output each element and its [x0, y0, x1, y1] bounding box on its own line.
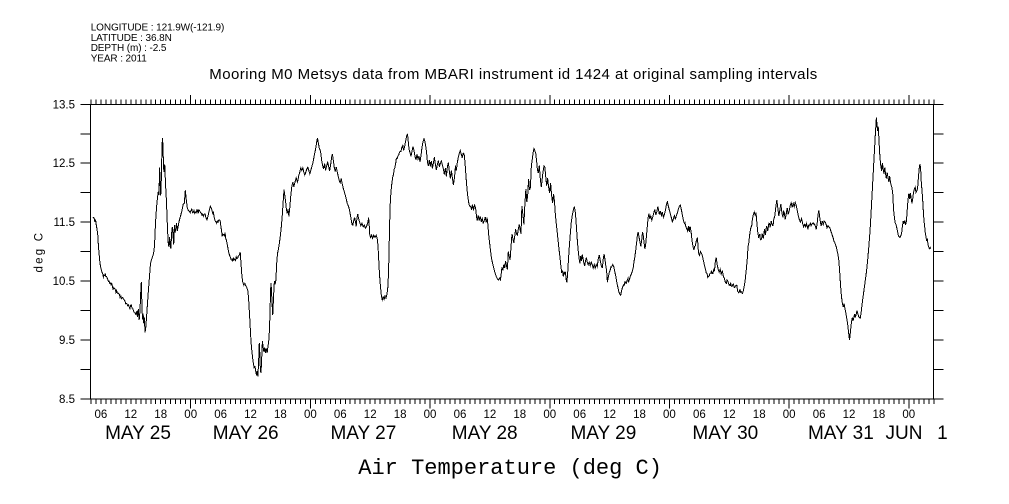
- svg-text:MAY 27: MAY 27: [330, 423, 396, 444]
- svg-text:13.5: 13.5: [53, 99, 75, 111]
- svg-text:18: 18: [513, 409, 526, 421]
- svg-text:18: 18: [274, 409, 287, 421]
- svg-text:00: 00: [424, 409, 437, 421]
- svg-text:10.5: 10.5: [53, 276, 75, 288]
- svg-text:12.5: 12.5: [53, 158, 75, 170]
- svg-text:MAY 25: MAY 25: [105, 423, 171, 444]
- svg-text:00: 00: [902, 409, 915, 421]
- svg-text:12: 12: [244, 409, 257, 421]
- svg-text:LONGITUDE : 121.9W(-121.9): LONGITUDE : 121.9W(-121.9): [91, 23, 225, 34]
- svg-text:DEPTH (m) : -2.5: DEPTH (m) : -2.5: [91, 43, 167, 54]
- svg-text:9.5: 9.5: [59, 335, 75, 347]
- svg-text:12: 12: [364, 409, 377, 421]
- svg-text:Air Temperature (deg C): Air Temperature (deg C): [358, 456, 662, 481]
- svg-text:06: 06: [573, 409, 586, 421]
- svg-text:JUN: JUN: [886, 423, 923, 444]
- svg-text:1: 1: [937, 423, 948, 444]
- svg-text:12: 12: [843, 409, 856, 421]
- svg-text:06: 06: [334, 409, 347, 421]
- svg-text:Mooring M0 Metsys data from MB: Mooring M0 Metsys data from MBARI instru…: [209, 66, 817, 83]
- svg-text:12: 12: [603, 409, 616, 421]
- svg-text:MAY 26: MAY 26: [213, 423, 279, 444]
- svg-text:00: 00: [663, 409, 676, 421]
- svg-text:8.5: 8.5: [59, 394, 75, 406]
- svg-text:00: 00: [543, 409, 556, 421]
- svg-text:12: 12: [124, 409, 137, 421]
- svg-text:06: 06: [693, 409, 706, 421]
- svg-text:00: 00: [184, 409, 197, 421]
- svg-text:18: 18: [633, 409, 646, 421]
- svg-text:18: 18: [154, 409, 167, 421]
- svg-text:06: 06: [214, 409, 227, 421]
- svg-text:18: 18: [753, 409, 766, 421]
- svg-text:06: 06: [813, 409, 826, 421]
- svg-text:MAY 28: MAY 28: [452, 423, 518, 444]
- svg-text:11.5: 11.5: [53, 217, 75, 229]
- svg-text:12: 12: [484, 409, 497, 421]
- svg-text:06: 06: [454, 409, 467, 421]
- svg-text:00: 00: [304, 409, 317, 421]
- svg-text:YEAR : 2011: YEAR : 2011: [91, 53, 148, 64]
- svg-text:18: 18: [873, 409, 886, 421]
- svg-text:06: 06: [95, 409, 108, 421]
- svg-text:18: 18: [394, 409, 407, 421]
- svg-text:deg C: deg C: [34, 231, 46, 273]
- svg-text:MAY 29: MAY 29: [570, 423, 636, 444]
- svg-text:MAY 31: MAY 31: [808, 423, 874, 444]
- svg-text:MAY 30: MAY 30: [692, 423, 758, 444]
- svg-text:00: 00: [783, 409, 796, 421]
- svg-text:12: 12: [723, 409, 736, 421]
- svg-text:LATITUDE : 36.8N: LATITUDE : 36.8N: [91, 33, 172, 44]
